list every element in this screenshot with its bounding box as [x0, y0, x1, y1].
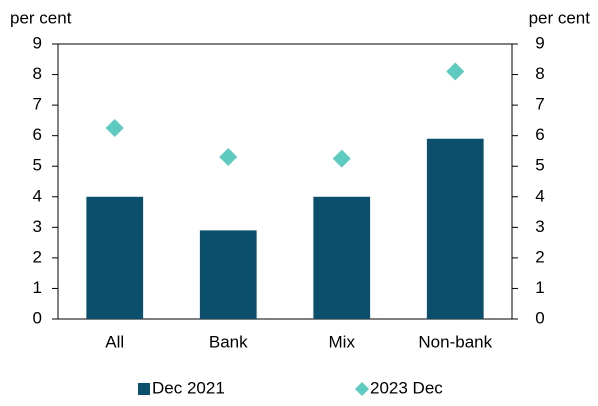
legend-label: 2023 Dec	[370, 378, 443, 397]
legend-swatch	[355, 382, 369, 396]
y2-tick-label: 0	[535, 308, 544, 327]
y-tick-label: 2	[33, 247, 42, 266]
y2-tick-label: 5	[535, 156, 544, 175]
y2-tick-label: 7	[535, 95, 544, 114]
x-tick-label: All	[105, 332, 124, 351]
y-tick-label: 5	[33, 156, 42, 175]
y2-tick-label: 6	[535, 125, 544, 144]
y2-tick-label: 4	[535, 186, 544, 205]
bar	[86, 196, 144, 319]
x-tick-label: Mix	[329, 332, 356, 351]
marker	[219, 148, 238, 167]
marker	[332, 149, 351, 168]
legend-swatch	[138, 383, 150, 395]
y-tick-label: 0	[33, 308, 42, 327]
y-tick-label: 4	[33, 186, 42, 205]
y-tick-label: 9	[33, 33, 42, 52]
y-axis-label: per cent	[10, 8, 72, 27]
legend-label: Dec 2021	[152, 378, 225, 397]
y2-tick-label: 3	[535, 217, 544, 236]
y2-tick-label: 2	[535, 247, 544, 266]
marker	[446, 62, 465, 81]
y-tick-label: 8	[33, 64, 42, 83]
marker	[105, 119, 124, 138]
y-tick-label: 6	[33, 125, 42, 144]
y-tick-label: 7	[33, 95, 42, 114]
x-tick-label: Non-bank	[418, 332, 492, 351]
bar	[199, 230, 257, 319]
y-tick-label: 3	[33, 217, 42, 236]
plot-frame	[57, 43, 513, 320]
x-tick-label: Bank	[209, 332, 248, 351]
y-tick-label: 1	[33, 278, 42, 297]
bar	[313, 196, 371, 319]
y2-tick-label: 1	[535, 278, 544, 297]
y2-axis-label: per cent	[529, 8, 591, 27]
y2-tick-label: 8	[535, 64, 544, 83]
y2-tick-label: 9	[535, 33, 544, 52]
bar	[426, 138, 484, 319]
